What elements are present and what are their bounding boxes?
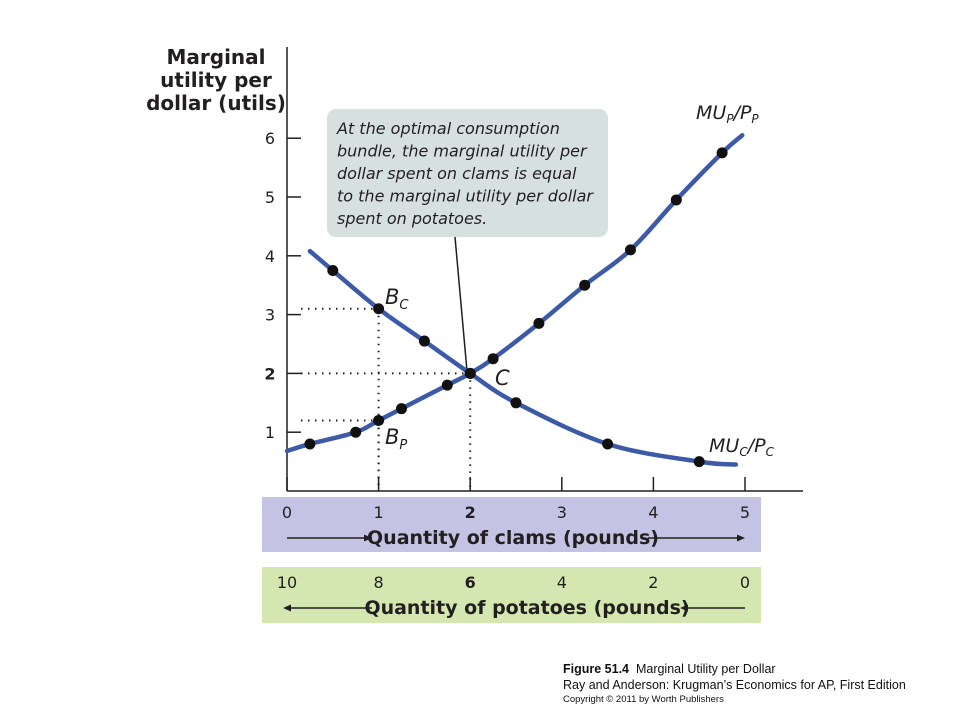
- mu-potatoes-point: [396, 403, 407, 415]
- clams-axis-title: Quantity of clams (pounds): [367, 527, 659, 549]
- annotation-line: to the marginal utility per dollar: [337, 187, 594, 206]
- y-tick-label: 2: [264, 364, 275, 383]
- potatoes-tick-label: 4: [557, 573, 567, 592]
- clams-tick-label: 4: [648, 503, 658, 522]
- point-label-c: C: [495, 366, 510, 390]
- y-axis-ticks: 1 2 3 4 5 6: [264, 129, 301, 442]
- figure-number: Figure 51.4: [563, 662, 629, 676]
- x-axis-ticks: [286, 477, 746, 491]
- figure-title: Marginal Utility per Dollar: [635, 662, 776, 676]
- mu-potatoes-point: [579, 279, 591, 291]
- mu-potatoes-point: [304, 438, 316, 450]
- mu-potatoes-point: [670, 194, 682, 206]
- clams-tick-label: 5: [740, 503, 750, 522]
- mu-clams-point: [602, 438, 614, 450]
- data-points: [304, 147, 728, 468]
- potatoes-arrowhead-left-segment: [283, 604, 291, 612]
- annotation-line: At the optimal consumption: [336, 119, 560, 138]
- point-label-b-p: BP: [385, 425, 407, 453]
- figure-source: Ray and Anderson: Krugman’s Economics fo…: [563, 678, 906, 692]
- mu-potatoes-label: MUP/PP: [696, 102, 759, 126]
- potatoes-axis-band: [262, 567, 761, 623]
- curve-labels: MUP/PP MUC/PC: [696, 102, 775, 459]
- potatoes-arrowhead-right-segment: [680, 604, 688, 612]
- figure-copyright: Copyright © 2011 by Worth Publishers: [563, 694, 724, 705]
- figure-caption: Figure 51.4 Marginal Utility per Dollar …: [563, 661, 953, 706]
- potatoes-tick-label: 0: [740, 573, 750, 592]
- y-tick-label: 4: [265, 247, 275, 266]
- mu-clams-point: [418, 335, 430, 347]
- potatoes-tick-label: 10: [277, 573, 297, 592]
- y-tick-label: 3: [265, 306, 275, 325]
- y-tick-label: 1: [265, 423, 275, 442]
- annotation-line: bundle, the marginal utility per: [337, 142, 588, 161]
- clams-axis: 0 1 2 3 4 5 Quantity of clams (pounds): [282, 503, 750, 549]
- clams-tick-label: 0: [282, 503, 292, 522]
- y-tick-label: 6: [265, 129, 275, 148]
- dotted-guide-lines: [301, 307, 472, 491]
- clams-arrowhead-right-segment: [737, 534, 745, 542]
- mu-potatoes-point: [350, 426, 362, 438]
- mu-potatoes-point: [464, 367, 476, 379]
- clams-axis-band: [262, 497, 761, 552]
- point-label-b-c: BC: [385, 285, 409, 313]
- potatoes-axis-title: Quantity of potatoes (pounds): [364, 597, 689, 619]
- mu-clams-point: [373, 303, 385, 315]
- mu-clams-curve: [307, 248, 739, 467]
- y-axis-title-line: utility per: [160, 68, 272, 92]
- annotation-pointer: [454, 236, 468, 372]
- mu-potatoes-point: [716, 147, 728, 159]
- y-tick-label: 5: [265, 188, 275, 207]
- potatoes-tick-label: 8: [374, 573, 384, 592]
- annotation-box: [327, 109, 608, 237]
- annotation-text: At the optimal consumption bundle, the ma…: [336, 119, 594, 228]
- annotation-line: spent on potatoes.: [337, 209, 487, 228]
- clams-tick-label: 2: [465, 503, 476, 522]
- mu-clams-point: [327, 265, 339, 276]
- annotation-line: dollar spent on clams is equal: [337, 164, 577, 183]
- clams-tick-label: 1: [374, 503, 384, 522]
- y-axis-title-line: Marginal: [166, 45, 265, 69]
- point-labels: BC BP C: [385, 285, 510, 453]
- mu-potatoes-point: [487, 353, 499, 365]
- y-axis-title: Marginal utility per dollar (utils): [146, 45, 286, 115]
- mu-potatoes-point: [373, 414, 385, 426]
- clams-tick-label: 3: [557, 503, 567, 522]
- mu-clams-point: [510, 397, 522, 409]
- potatoes-tick-label: 2: [648, 573, 658, 592]
- mu-clams-label: MUC/PC: [709, 435, 775, 459]
- clams-arrowhead-left-segment: [364, 534, 372, 542]
- mu-potatoes-point: [441, 379, 453, 391]
- mu-potatoes-point: [533, 317, 545, 329]
- y-axis-title-line: dollar (utils): [146, 91, 286, 115]
- mu-clams-point: [693, 456, 705, 468]
- potatoes-axis: 10 8 6 4 2 0 Quantity of potatoes (pounds): [277, 573, 750, 619]
- mu-potatoes-point: [625, 244, 636, 256]
- potatoes-tick-label: 6: [465, 573, 476, 592]
